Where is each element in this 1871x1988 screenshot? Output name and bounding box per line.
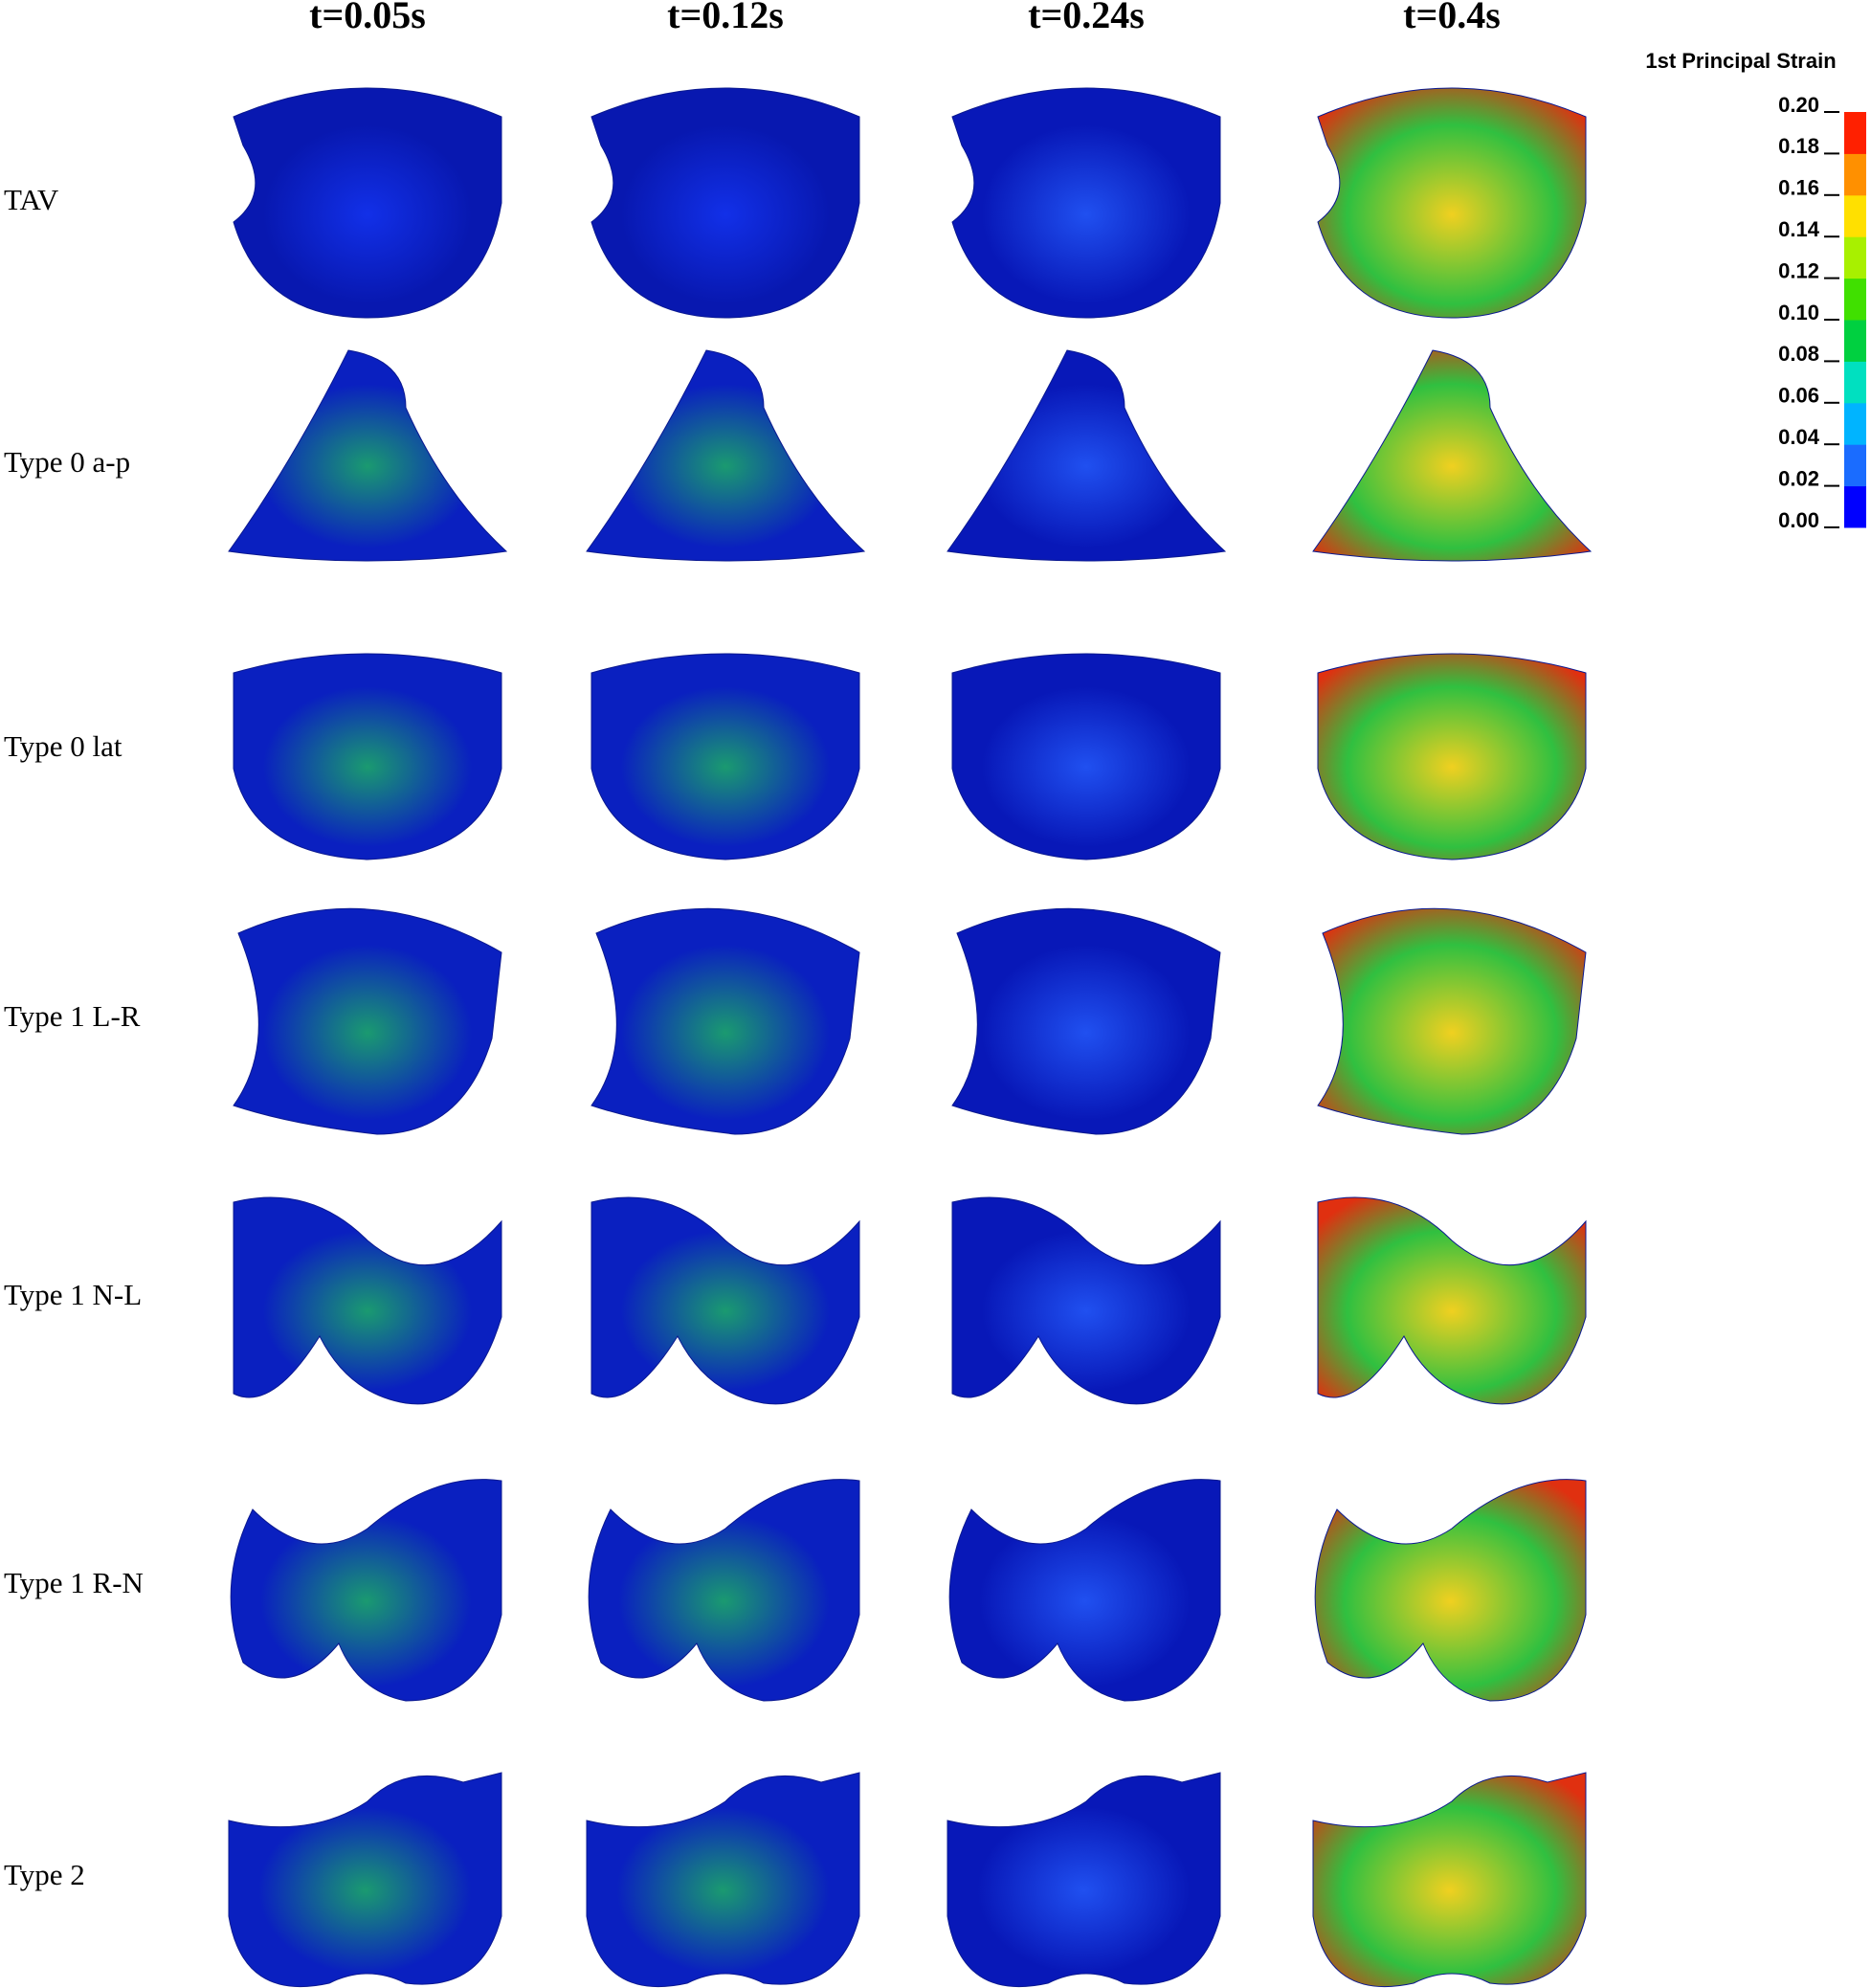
colorbar-segment xyxy=(1844,278,1866,321)
row-label: Type 1 N-L xyxy=(4,1278,142,1311)
colorbar-tick-label: 0.08 xyxy=(1778,342,1819,366)
column-header: t=0.12s xyxy=(667,0,784,36)
valve-render xyxy=(590,87,860,319)
row-label: Type 1 R-N xyxy=(4,1566,144,1599)
valve-render xyxy=(1312,1772,1587,1988)
valve-render xyxy=(586,349,866,562)
row-label: TAV xyxy=(4,183,59,216)
colorbar-tick-label: 0.20 xyxy=(1778,93,1819,117)
valve-render xyxy=(951,907,1221,1135)
colorbar-segment xyxy=(1844,402,1866,445)
valve-render xyxy=(951,1196,1221,1405)
colorbar-tick-label: 0.12 xyxy=(1778,258,1819,282)
valve-render xyxy=(947,1772,1221,1988)
colorbar-segment xyxy=(1844,361,1866,404)
row-label: Type 1 L-R xyxy=(4,999,141,1033)
valve-render xyxy=(233,1196,502,1405)
colorbar-tick-label: 0.02 xyxy=(1778,466,1819,490)
valve-render xyxy=(230,1479,502,1702)
valve-render xyxy=(588,1479,860,1702)
column-header: t=0.4s xyxy=(1403,0,1501,36)
row-label: Type 2 xyxy=(4,1858,85,1891)
valve-render xyxy=(590,1196,860,1405)
valve-render xyxy=(1317,653,1587,860)
valve-render xyxy=(228,1772,502,1988)
valve-render xyxy=(1317,87,1587,319)
row-label: Type 0 lat xyxy=(4,729,123,763)
valve-render xyxy=(590,907,860,1135)
colorbar-tick-label: 0.04 xyxy=(1778,425,1820,449)
colorbar-segment xyxy=(1844,153,1866,196)
colorbar-segment xyxy=(1844,444,1866,487)
colorbar-tick-label: 0.14 xyxy=(1778,217,1820,241)
valve-render xyxy=(1312,349,1593,562)
column-header: t=0.05s xyxy=(309,0,426,36)
column-header: t=0.24s xyxy=(1028,0,1145,36)
valve-render xyxy=(590,653,860,860)
colorbar-segment xyxy=(1844,320,1866,362)
valve-render xyxy=(228,349,508,562)
valve-render xyxy=(233,653,502,860)
colorbar-segment xyxy=(1844,485,1866,528)
valve-render xyxy=(1317,1196,1587,1405)
valve-render xyxy=(948,1479,1221,1702)
valve-render xyxy=(233,907,502,1135)
colorbar-segment xyxy=(1844,194,1866,237)
valve-render xyxy=(586,1772,860,1988)
colorbar-title: 1st Principal Strain xyxy=(1645,49,1836,73)
valve-render xyxy=(1317,907,1587,1135)
valve-render xyxy=(951,87,1221,319)
colorbar-tick-label: 0.16 xyxy=(1778,176,1819,200)
colorbar-tick-label: 0.18 xyxy=(1778,134,1819,158)
colorbar-segment xyxy=(1844,236,1866,279)
row-label: Type 0 a-p xyxy=(4,445,130,479)
colorbar-tick-label: 0.00 xyxy=(1778,508,1819,532)
colorbar-tick-label: 0.10 xyxy=(1778,301,1819,324)
valve-render xyxy=(947,349,1227,562)
valve-render xyxy=(951,653,1221,860)
valve-render xyxy=(1314,1479,1587,1702)
colorbar-segment xyxy=(1844,112,1866,154)
valve-render xyxy=(233,87,502,319)
colorbar-tick-label: 0.06 xyxy=(1778,384,1819,408)
